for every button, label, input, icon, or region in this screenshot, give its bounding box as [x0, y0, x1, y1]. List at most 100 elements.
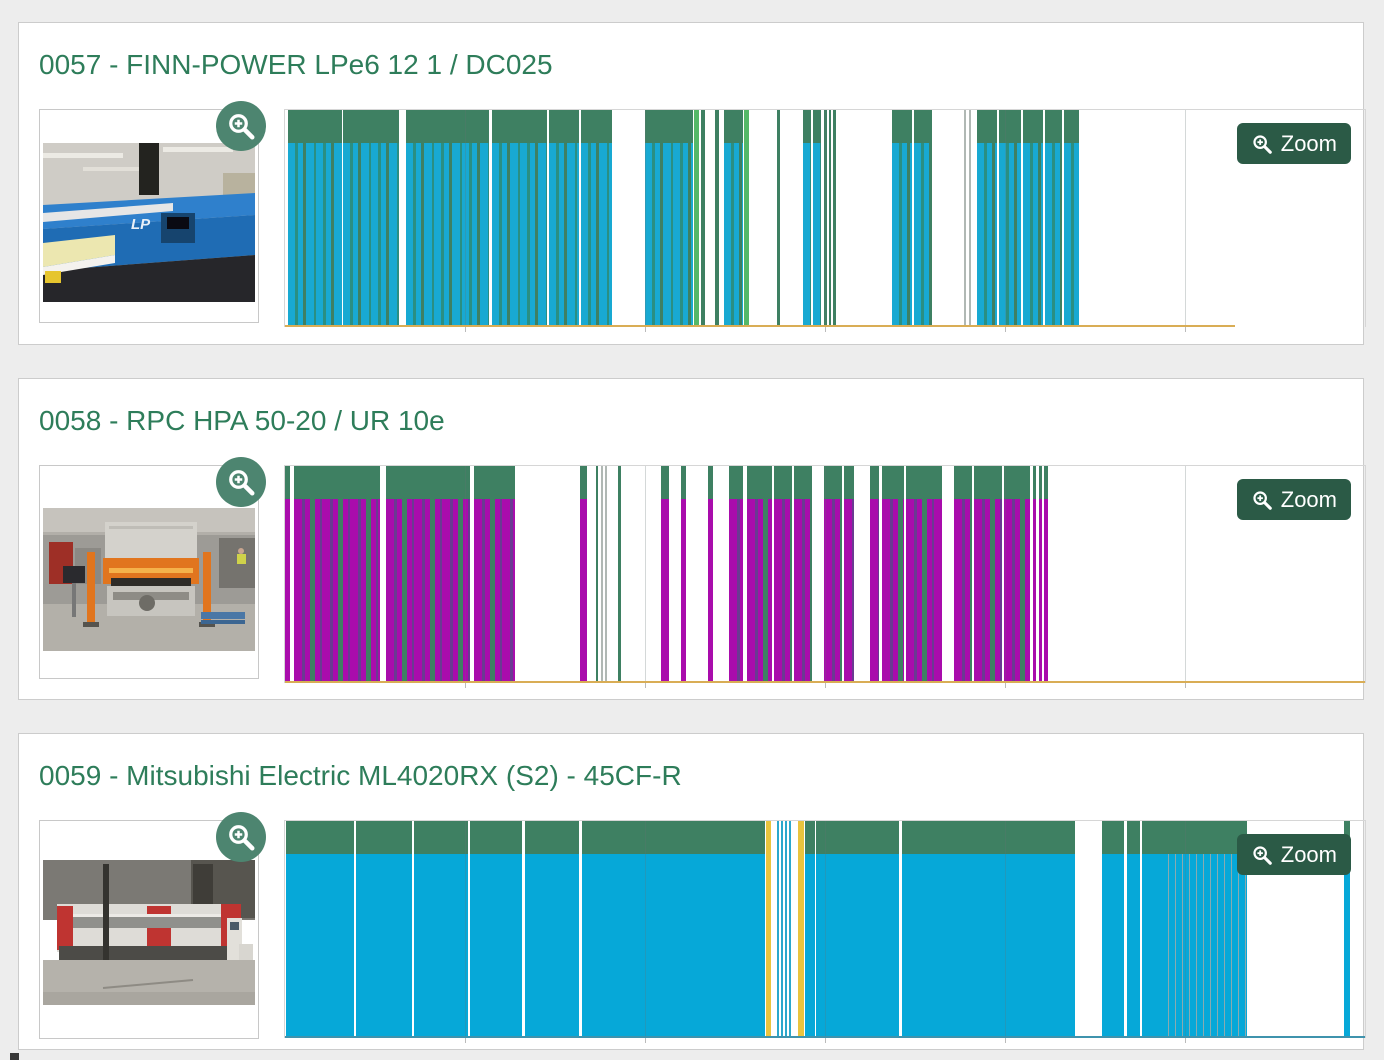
status-segment: [829, 110, 831, 325]
planned-cap: [406, 110, 489, 143]
run-body: [794, 499, 812, 681]
planned-cap: [582, 821, 765, 854]
status-segment: [294, 466, 380, 681]
status-timeline-chart: [284, 820, 1366, 1043]
status-segment: [386, 466, 470, 681]
planned-cap: [724, 110, 743, 143]
zoom-button[interactable]: Zoom: [1236, 479, 1351, 520]
chart-gridline: [645, 110, 646, 325]
planned-cap: [470, 821, 522, 854]
chart-axis-tick: [825, 1038, 826, 1043]
planned-cap: [492, 110, 547, 143]
status-segment: [914, 110, 932, 325]
status-segment: [777, 110, 780, 325]
machine-card: 0058 - RPC HPA 50-20 / UR 10e Zoom: [18, 378, 1366, 700]
photo-zoom-icon[interactable]: [216, 457, 266, 507]
run-body: [661, 499, 669, 681]
chart-baseline: [285, 325, 1235, 327]
status-segment: [581, 110, 612, 325]
machine-photo-frame[interactable]: [39, 820, 259, 1039]
planned-cap: [977, 110, 997, 143]
planned-cap: [580, 466, 587, 499]
status-segment: [729, 466, 743, 681]
planned-cap: [1064, 110, 1079, 143]
magnifier-plus-icon: [229, 470, 255, 496]
status-segment: [288, 110, 342, 325]
magnifier-plus-icon: [1253, 490, 1272, 510]
chart-axis-tick: [1005, 1038, 1006, 1043]
zoom-button[interactable]: Zoom: [1236, 834, 1351, 875]
chart-axis-tick: [1185, 327, 1186, 332]
chart-gridline: [1005, 466, 1006, 681]
status-segment: [1044, 466, 1048, 681]
planned-cap: [645, 110, 693, 143]
photo-zoom-icon[interactable]: [216, 101, 266, 151]
status-segment: [977, 110, 997, 325]
run-body: [813, 143, 821, 325]
chart-axis-tick: [1005, 683, 1006, 688]
zoom-button[interactable]: Zoom: [1236, 123, 1351, 164]
machine-photo-frame[interactable]: [39, 465, 259, 679]
run-body: [406, 143, 489, 325]
run-body: [1064, 143, 1079, 325]
planned-cap: [1033, 466, 1036, 499]
status-segment: [902, 821, 1075, 1036]
status-segment: [618, 466, 621, 681]
planned-cap: [774, 466, 792, 499]
status-segment: [747, 466, 772, 681]
status-segment: [882, 466, 904, 681]
run-body: [902, 854, 1075, 1036]
run-body: [285, 499, 290, 681]
run-body: [747, 499, 772, 681]
finn-power-punch-press-photo: LP: [43, 143, 255, 302]
status-segment: [999, 110, 1021, 325]
planned-cap: [356, 821, 412, 854]
status-segment: [1023, 110, 1043, 325]
status-segment: [605, 466, 607, 681]
run-body: [974, 499, 1002, 681]
planned-cap: [1039, 466, 1042, 499]
status-segment: [833, 110, 836, 325]
chart-gridline: [825, 110, 826, 325]
chart-baseline: [285, 681, 1365, 683]
planned-cap: [729, 466, 743, 499]
status-segment: [406, 110, 489, 325]
status-segment: [816, 821, 899, 1036]
status-segment: [1039, 466, 1042, 681]
run-body: [356, 854, 412, 1036]
status-segment: [805, 821, 815, 1036]
chart-axis-tick: [465, 683, 466, 688]
magnifier-plus-icon: [229, 114, 255, 140]
status-segment: [777, 821, 779, 1036]
status-segment: [789, 821, 791, 1036]
status-segment: [580, 466, 587, 681]
run-body: [914, 143, 932, 325]
status-segment: [681, 466, 686, 681]
planned-cap: [902, 821, 1075, 854]
run-body: [343, 143, 399, 325]
status-segment: [694, 110, 699, 325]
planned-cap: [1102, 821, 1124, 854]
photo-zoom-icon[interactable]: [216, 812, 266, 862]
chart-axis-tick: [1005, 327, 1006, 332]
machine-photo-frame[interactable]: LP: [39, 109, 259, 323]
status-segment: [356, 821, 412, 1036]
run-body: [580, 499, 587, 681]
status-segment: [1004, 466, 1030, 681]
status-segment: [708, 466, 713, 681]
run-body: [805, 854, 815, 1036]
run-body: [492, 143, 547, 325]
chart-bars-layer: [285, 110, 1365, 325]
status-segment: [1142, 821, 1162, 1036]
status-segment: [285, 466, 290, 681]
status-segment: [1064, 110, 1079, 325]
planned-cap: [1023, 110, 1043, 143]
planned-cap: [999, 110, 1021, 143]
run-body: [1102, 854, 1124, 1036]
status-segment: [1033, 466, 1036, 681]
chart-gridline: [465, 821, 466, 1036]
status-segment: [286, 821, 354, 1036]
planned-cap: [525, 821, 579, 854]
chart-axis-tick: [825, 683, 826, 688]
